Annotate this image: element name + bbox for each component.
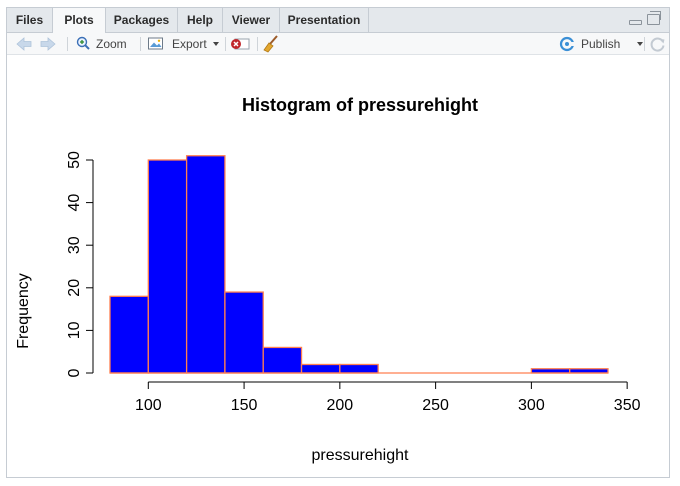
histogram-bar [185, 155, 226, 374]
remove-plot-button[interactable] [229, 33, 251, 55]
publish-button[interactable]: Publish [559, 33, 643, 55]
y-tick-label: 10 [66, 321, 83, 339]
publish-label: Publish [581, 37, 621, 51]
export-dropdown-icon [213, 42, 219, 46]
x-axis: 100 150 200 250 300 350 [135, 381, 641, 414]
x-axis-label: pressurehight [312, 447, 410, 464]
tab-presentation[interactable]: Presentation [280, 8, 369, 33]
pane-tab-bar: Files Plots Packages Help Viewer Present… [7, 8, 669, 34]
y-axis-label: Frequency [15, 273, 32, 349]
arrow-right-icon [40, 37, 56, 51]
remove-plot-icon [231, 38, 250, 50]
tab-files[interactable]: Files [7, 8, 53, 33]
export-image-icon [148, 37, 163, 50]
publish-dropdown-icon [637, 42, 643, 46]
arrow-left-icon [16, 37, 32, 51]
histogram-bar [300, 363, 341, 374]
maximize-pane-icon[interactable] [647, 11, 661, 25]
plots-pane: Files Plots Packages Help Viewer Present… [6, 7, 670, 478]
x-tick-label: 350 [614, 397, 641, 414]
tab-plots[interactable]: Plots [53, 8, 106, 34]
bars-group [109, 155, 609, 374]
chart-title: Histogram of pressurehight [242, 95, 478, 115]
histogram-bar [339, 363, 379, 374]
y-tick-label: 0 [66, 368, 83, 377]
histogram-chart: Histogram of pressurehight pressurehight… [15, 95, 641, 464]
magnifier-icon [76, 36, 90, 50]
zoom-button[interactable]: Zoom [75, 33, 135, 55]
histogram-bar [147, 159, 188, 374]
refresh-button[interactable] [649, 33, 667, 55]
histogram-bar [262, 346, 303, 374]
plots-toolbar: Zoom Export [7, 33, 669, 55]
export-label: Export [172, 37, 207, 51]
y-tick-label: 50 [66, 151, 83, 169]
clear-all-plots-button[interactable] [261, 33, 281, 55]
x-tick-label: 200 [326, 397, 353, 414]
tab-viewer[interactable]: Viewer [223, 8, 280, 33]
publish-icon [559, 36, 576, 52]
zoom-label: Zoom [96, 37, 127, 51]
y-axis: 0 10 20 30 40 50 [66, 151, 94, 377]
y-tick-label: 40 [66, 194, 83, 212]
histogram-bar [224, 291, 264, 374]
back-button[interactable] [15, 33, 35, 55]
plot-viewer: Histogram of pressurehight pressurehight… [7, 55, 669, 477]
x-tick-label: 100 [135, 397, 162, 414]
broom-icon [263, 35, 278, 53]
x-tick-label: 250 [422, 397, 449, 414]
x-tick-label: 150 [231, 397, 258, 414]
refresh-icon [650, 37, 665, 52]
x-tick-label: 300 [518, 397, 545, 414]
minimize-pane-icon[interactable] [629, 20, 642, 25]
y-tick-label: 30 [66, 236, 83, 254]
y-tick-label: 20 [66, 279, 83, 297]
export-button[interactable]: Export [147, 33, 222, 55]
histogram-bar [109, 295, 149, 374]
tab-packages[interactable]: Packages [106, 8, 178, 33]
forward-button[interactable] [39, 33, 59, 55]
tab-help[interactable]: Help [178, 8, 223, 33]
